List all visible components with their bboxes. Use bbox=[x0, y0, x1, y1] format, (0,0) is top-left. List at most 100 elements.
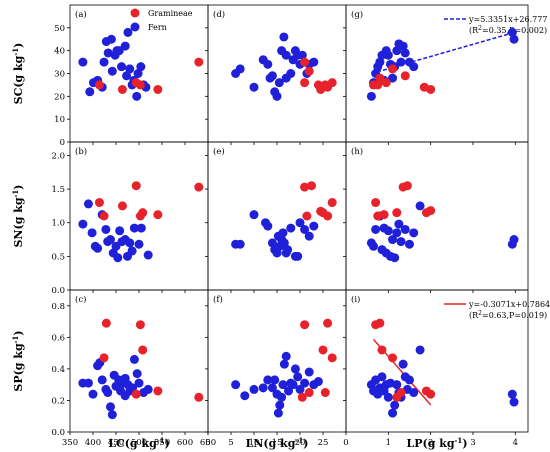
fern-point bbox=[377, 372, 387, 382]
fern-point bbox=[235, 239, 245, 249]
gramineae-point bbox=[402, 181, 412, 191]
y-tick-label: 40 bbox=[54, 47, 65, 57]
fern-point bbox=[383, 50, 393, 60]
x-tick-label: 600 bbox=[177, 438, 193, 448]
x-tick-label: 0 bbox=[343, 438, 348, 448]
x-tick-label: 450 bbox=[108, 438, 124, 448]
x-tick-label: 10 bbox=[249, 438, 260, 448]
x-tick-label: 350 bbox=[62, 438, 78, 448]
fern-point bbox=[398, 41, 408, 51]
fern-point bbox=[267, 383, 277, 393]
panel-g: (g)y=5.3351x+26.777(R2=0.35,P=0.002) bbox=[343, 4, 547, 145]
fern-point bbox=[297, 50, 307, 60]
y-tick-label: 1.0 bbox=[51, 219, 65, 229]
fern-point bbox=[278, 380, 288, 390]
fern-point bbox=[366, 91, 376, 101]
legend-gramineae-label: Gramineae bbox=[148, 9, 193, 18]
fern-point bbox=[270, 375, 280, 385]
gramineae-point bbox=[153, 386, 163, 396]
gramineae-point bbox=[377, 345, 387, 355]
trend-stats: (R2=0.63,P=0.019) bbox=[469, 310, 547, 321]
fern-point bbox=[107, 66, 117, 76]
fern-point bbox=[103, 48, 113, 58]
gramineae-point bbox=[304, 388, 314, 398]
y-axis-label-unit: (g kg bbox=[12, 197, 25, 229]
fern-point bbox=[231, 380, 241, 390]
fern-point bbox=[235, 64, 245, 74]
fern-point bbox=[97, 375, 107, 385]
fern-point bbox=[278, 228, 288, 238]
fern-point bbox=[105, 402, 115, 412]
panel-label: (g) bbox=[351, 9, 363, 20]
fern-point bbox=[383, 392, 393, 402]
fern-point bbox=[400, 224, 410, 234]
x-tick-label: 550 bbox=[154, 438, 170, 448]
y-axis-label-close: ) bbox=[12, 330, 25, 335]
x-axis-label-sup: -1 bbox=[157, 436, 165, 445]
fern-point bbox=[300, 378, 310, 388]
legend-gramineae-marker bbox=[130, 8, 140, 18]
fern-point bbox=[392, 380, 402, 390]
gramineae-point bbox=[327, 78, 337, 88]
x-axis-label-main: LN bbox=[246, 437, 264, 450]
x-tick-label: 500 bbox=[131, 438, 147, 448]
gramineae-point bbox=[375, 73, 385, 83]
gramineae-point bbox=[323, 318, 333, 328]
panel-d: (d) bbox=[205, 4, 347, 145]
y-axis-label-sup: -1 bbox=[11, 190, 20, 198]
y-tick-label: 50 bbox=[54, 24, 65, 34]
fern-point bbox=[396, 57, 406, 67]
x-tick-label: 25 bbox=[318, 438, 329, 448]
legend-fern-marker bbox=[130, 22, 140, 32]
fern-point bbox=[87, 228, 97, 238]
fern-point bbox=[309, 221, 319, 231]
gramineae-point bbox=[300, 182, 310, 192]
y-tick-label: 10 bbox=[54, 115, 65, 125]
fern-point bbox=[133, 69, 143, 78]
x-axis-label-unit: (g kg bbox=[125, 437, 157, 450]
panel-frame bbox=[345, 289, 529, 433]
x-axis-label-main: LP bbox=[406, 437, 422, 450]
y-axis-label: SN(g kg-1) bbox=[11, 184, 26, 247]
fern-point bbox=[99, 57, 109, 67]
panel-label: (b) bbox=[75, 146, 87, 157]
y-tick-label: 0 bbox=[60, 138, 65, 148]
fern-point bbox=[284, 386, 293, 396]
fern-point bbox=[83, 378, 93, 388]
fern-point bbox=[369, 241, 379, 251]
fern-point bbox=[279, 32, 289, 42]
fern-point bbox=[404, 375, 414, 385]
fern-point bbox=[383, 226, 393, 236]
y-tick-label: 0.0 bbox=[51, 286, 65, 296]
gramineae-point bbox=[300, 78, 310, 88]
fern-point bbox=[123, 27, 133, 37]
gramineae-point bbox=[101, 318, 111, 328]
fern-point bbox=[93, 243, 103, 253]
panel-label: (e) bbox=[213, 146, 225, 157]
x-tick-label: 650 bbox=[200, 438, 216, 448]
gramineae-point bbox=[99, 353, 109, 363]
fern-point bbox=[143, 384, 153, 394]
fern-point bbox=[509, 397, 519, 407]
gramineae-point bbox=[426, 84, 436, 94]
fern-point bbox=[388, 408, 398, 418]
fern-point bbox=[83, 199, 93, 209]
y-tick-label: 0.4 bbox=[51, 365, 65, 375]
fern-point bbox=[107, 410, 117, 420]
y-axis-label-main: SC bbox=[12, 87, 25, 104]
fern-point bbox=[375, 57, 385, 67]
x-axis-label-sup: -1 bbox=[455, 436, 463, 445]
panel-label: (a) bbox=[75, 9, 87, 20]
gramineae-point bbox=[117, 201, 127, 211]
gramineae-point bbox=[323, 211, 333, 221]
gramineae-point bbox=[388, 353, 398, 363]
fern-point bbox=[120, 373, 130, 383]
trend-equation: y=5.3351x+26.777 bbox=[468, 15, 547, 24]
gramineae-point bbox=[135, 320, 145, 330]
x-axis-label: LC(g kg-1) bbox=[108, 436, 170, 451]
fern-point bbox=[304, 367, 314, 377]
fern-point bbox=[263, 59, 273, 69]
panel-frame bbox=[69, 289, 209, 433]
fern-point bbox=[295, 384, 305, 394]
